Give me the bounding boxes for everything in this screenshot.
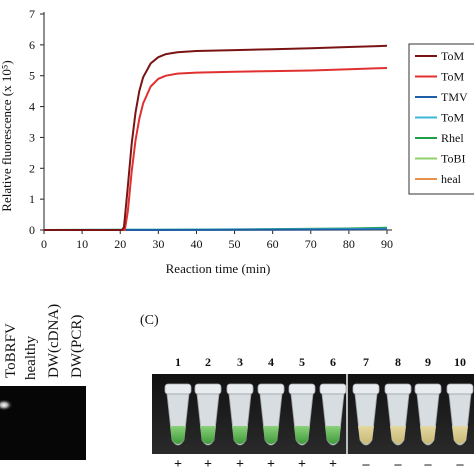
y-axis-label: Relative fluorescence (x 10⁵) [0, 60, 14, 211]
result-signs: + + + + + + – – – – [174, 457, 464, 472]
gel-band [0, 399, 13, 411]
x-tick-label: 30 [152, 237, 164, 251]
legend-label: ToM [441, 70, 464, 84]
legend-label: ToBI [441, 152, 466, 166]
x-tick-label: 90 [381, 237, 393, 251]
tube-cap [288, 383, 316, 395]
result-sign: + [236, 457, 244, 472]
gel-image [0, 386, 86, 460]
legend: ToM ToM TMV ToM Rhel ToBI heal [408, 43, 474, 195]
series-line [44, 44, 388, 231]
y-axis: 0 1 2 3 4 5 6 7 [29, 7, 44, 237]
y-tick-label: 0 [29, 223, 35, 237]
x-tick-label: 40 [190, 237, 202, 251]
tube-liquid [452, 426, 468, 444]
tube-cap [446, 383, 474, 395]
tube-cap [384, 383, 412, 395]
legend-label: ToM [441, 49, 464, 63]
tube-cap [226, 383, 254, 395]
tube-number: 8 [395, 355, 401, 369]
result-sign: + [267, 457, 275, 472]
legend-label: Rhel [441, 131, 464, 145]
tube-liquid [263, 426, 279, 444]
panel-label: (C) [140, 313, 159, 328]
legend-items: ToM ToM TMV ToM Rhel ToBI heal [415, 49, 468, 186]
result-sign: – [424, 457, 433, 472]
x-axis-label: Reaction time (min) [166, 261, 271, 276]
x-tick-label: 0 [41, 237, 47, 251]
photo-divider [346, 374, 348, 454]
tube-cap [414, 383, 442, 395]
legend-label: heal [441, 172, 462, 186]
gel-lane-label: ToBRFV [3, 323, 19, 378]
x-tick-label: 80 [343, 237, 355, 251]
tube-number: 1 [175, 355, 181, 369]
result-sign: – [456, 457, 465, 472]
x-tick-label: 20 [114, 237, 126, 251]
tube-number: 9 [425, 355, 431, 369]
tube-liquid [232, 426, 248, 444]
tube-cap [194, 383, 222, 395]
amplification-chart: 0 1 2 3 4 5 6 7 0 10 20 30 40 50 60 70 80 90 Reaction ti… [0, 7, 474, 276]
result-sign: – [362, 457, 371, 472]
tube-numbers: 1 2 3 4 5 6 7 8 9 10 [175, 355, 466, 369]
tube-number: 3 [237, 355, 243, 369]
tube-liquid [420, 426, 436, 444]
y-tick-label: 7 [29, 7, 35, 21]
tube-liquid [294, 426, 310, 444]
x-tick-label: 10 [76, 237, 88, 251]
legend-label: TMV [441, 90, 468, 104]
tubes [164, 383, 474, 446]
y-tick-label: 6 [29, 38, 35, 52]
tube-panel: (C) 1 2 3 4 5 6 7 8 9 10 + + + + + + – – – – [140, 313, 474, 472]
result-sign: + [204, 457, 212, 472]
y-tick-label: 2 [29, 161, 35, 175]
result-sign: + [329, 457, 337, 472]
tube-number: 7 [363, 355, 369, 369]
tube-liquid [358, 426, 374, 444]
tube-number: 6 [330, 355, 336, 369]
gel-panel: ToBRFV healthy DW(cDNA) DW(PCR) [0, 304, 86, 460]
x-tick-label: 70 [305, 237, 317, 251]
tube-number: 4 [268, 355, 274, 369]
y-tick-label: 5 [29, 69, 35, 83]
gel-lane-label: DW(cDNA) [46, 304, 62, 378]
tube-cap [319, 383, 347, 395]
y-tick-label: 3 [29, 130, 35, 144]
gel-lane-label: DW(PCR) [69, 315, 85, 378]
tube-number: 5 [299, 355, 305, 369]
tube-liquid [200, 426, 216, 444]
tube-number: 2 [205, 355, 211, 369]
gel-lane-label: healthy [23, 335, 39, 380]
tube-cap [257, 383, 285, 395]
result-sign: + [174, 457, 182, 472]
tube-liquid [170, 426, 186, 444]
tube-liquid [325, 426, 341, 444]
y-tick-label: 1 [29, 192, 35, 206]
series-lines [43, 44, 388, 231]
x-tick-label: 50 [229, 237, 241, 251]
y-tick-label: 4 [29, 100, 35, 114]
tube-liquid [390, 426, 406, 444]
series-line [44, 67, 388, 231]
result-sign: + [298, 457, 306, 472]
x-axis: 0 10 20 30 40 50 60 70 80 90 [41, 230, 393, 251]
x-tick-label: 60 [267, 237, 279, 251]
legend-label: ToM [441, 111, 464, 125]
result-sign: – [394, 457, 403, 472]
tube-number: 10 [454, 355, 466, 369]
legend-box [408, 43, 474, 195]
tube-cap [352, 383, 380, 395]
tube-cap [164, 383, 192, 395]
